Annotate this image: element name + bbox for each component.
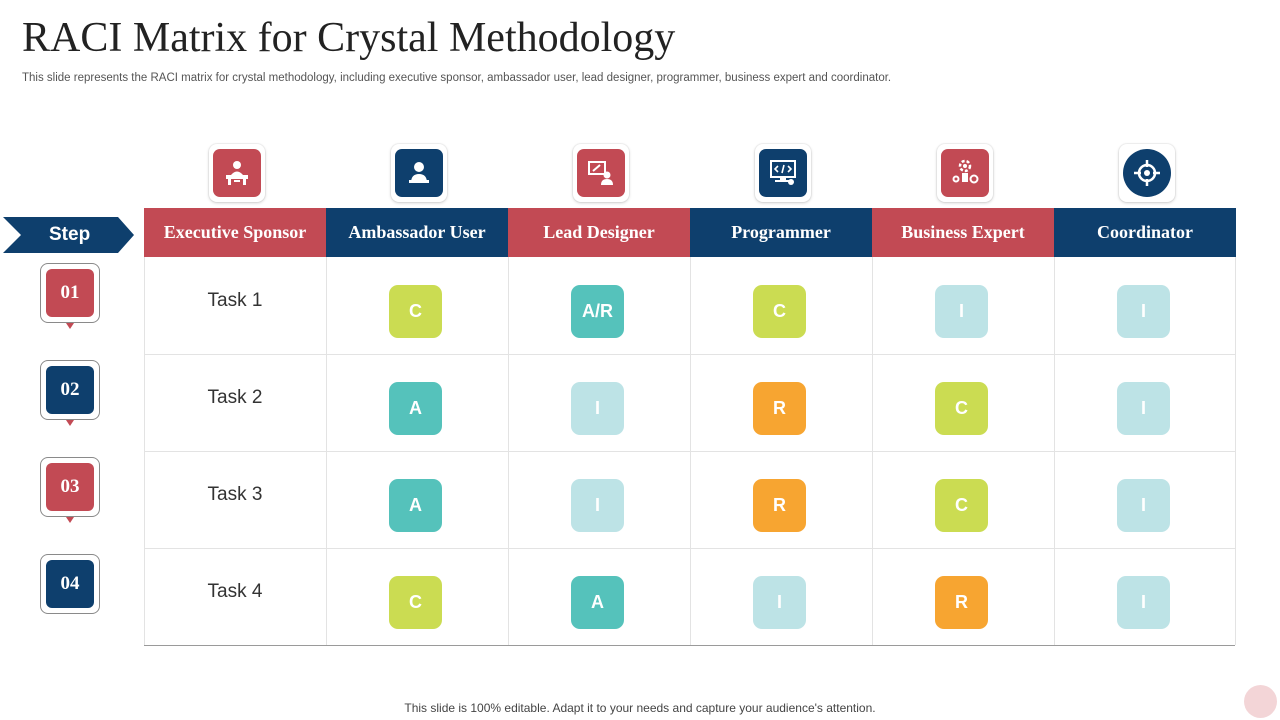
expert-gear-icon: [941, 149, 989, 197]
task-label: Task 3: [207, 483, 263, 505]
raci-badge: C: [935, 478, 988, 532]
role-icon-ambassador-user: [391, 144, 447, 202]
raci-badge: A/R: [571, 284, 624, 338]
programmer-code-icon: [759, 149, 807, 197]
raci-badge: I: [1117, 284, 1170, 338]
raci-badge: A: [571, 575, 624, 629]
corner-decoration: [1244, 685, 1277, 718]
step-number-label: 02: [46, 365, 94, 414]
column-divider: [690, 257, 691, 645]
raci-badge: I: [753, 575, 806, 629]
row-divider: [144, 548, 1235, 549]
row-divider: [144, 354, 1235, 355]
column-divider: [144, 257, 145, 645]
raci-badge: R: [753, 478, 806, 532]
page-title: RACI Matrix for Crystal Methodology: [22, 15, 676, 61]
column-header-lead-designer: Lead Designer: [508, 208, 690, 257]
role-icon-business-expert: [937, 144, 993, 202]
task-label: Task 1: [207, 289, 263, 311]
step-pointer: [66, 419, 74, 426]
step-number-label: 03: [46, 462, 94, 511]
footer-note: This slide is 100% editable. Adapt it to…: [404, 701, 876, 715]
raci-badge: C: [753, 284, 806, 338]
raci-badge: I: [1117, 478, 1170, 532]
column-header-business-expert: Business Expert: [872, 208, 1054, 257]
raci-badge: I: [1117, 381, 1170, 435]
step-number-label: 04: [46, 559, 94, 608]
designer-screen-icon: [577, 149, 625, 197]
raci-badge: A: [389, 381, 442, 435]
user-laptop-icon: [395, 149, 443, 197]
column-header-coordinator: Coordinator: [1054, 208, 1236, 257]
column-divider: [508, 257, 509, 645]
step-number-01: 01: [40, 262, 100, 323]
role-icon-lead-designer: [573, 144, 629, 202]
step-arrow-label: Step: [3, 217, 134, 253]
role-icon-executive-sponsor: [209, 144, 265, 202]
executive-desk-icon: [213, 149, 261, 197]
raci-badge: R: [935, 575, 988, 629]
step-number-label: 01: [46, 268, 94, 317]
step-pointer: [66, 516, 74, 523]
target-coordinator-icon: [1123, 149, 1171, 197]
step-number-04: 04: [40, 553, 100, 614]
row-divider: [144, 451, 1235, 452]
role-icon-coordinator: [1119, 144, 1175, 202]
raci-badge: I: [571, 478, 624, 532]
step-number-03: 03: [40, 456, 100, 517]
raci-badge: C: [389, 575, 442, 629]
raci-badge: I: [935, 284, 988, 338]
column-divider: [872, 257, 873, 645]
column-header-programmer: Programmer: [690, 208, 872, 257]
page-subtitle: This slide represents the RACI matrix fo…: [22, 72, 892, 84]
column-divider: [326, 257, 327, 645]
column-header-executive-sponsor: Executive Sponsor: [144, 208, 326, 257]
task-label: Task 2: [207, 386, 263, 408]
raci-badge: R: [753, 381, 806, 435]
raci-badge: C: [389, 284, 442, 338]
step-pointer: [66, 322, 74, 329]
column-divider: [1235, 257, 1236, 645]
raci-badge: I: [571, 381, 624, 435]
raci-badge: A: [389, 478, 442, 532]
column-divider: [1054, 257, 1055, 645]
step-number-02: 02: [40, 359, 100, 420]
task-label: Task 4: [207, 580, 263, 602]
raci-badge: I: [1117, 575, 1170, 629]
table-bottom-border: [144, 645, 1235, 646]
raci-badge: C: [935, 381, 988, 435]
column-header-ambassador-user: Ambassador User: [326, 208, 508, 257]
role-icon-programmer: [755, 144, 811, 202]
